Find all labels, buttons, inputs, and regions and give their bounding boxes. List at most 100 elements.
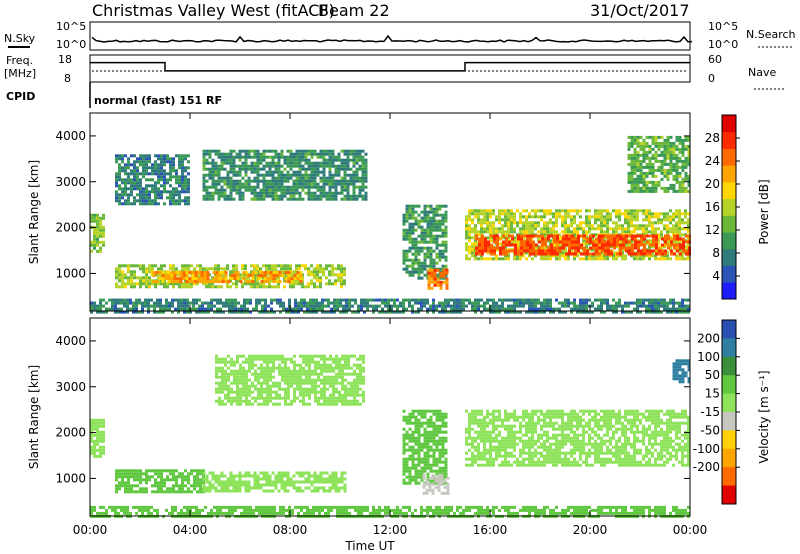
data-cell <box>166 160 169 164</box>
data-cell <box>678 224 681 228</box>
data-cell <box>501 236 504 240</box>
data-cell <box>206 280 210 284</box>
data-cell <box>241 483 245 487</box>
data-cell <box>276 301 279 305</box>
data-cell <box>115 190 118 194</box>
data-cell <box>307 285 310 289</box>
data-cell <box>271 188 275 192</box>
data-cell <box>175 490 178 494</box>
data-cell <box>217 285 220 289</box>
data-cell <box>90 451 93 455</box>
data-cell <box>244 471 248 475</box>
data-cell <box>220 483 224 487</box>
data-cell <box>462 304 465 308</box>
data-cell <box>358 176 362 180</box>
data-cell <box>321 307 324 311</box>
data-cell <box>309 298 312 302</box>
data-cell <box>534 224 537 228</box>
data-cell <box>280 176 284 180</box>
data-cell <box>133 181 136 185</box>
data-cell <box>411 207 415 211</box>
data-cell <box>133 178 136 182</box>
data-cell <box>313 267 316 271</box>
data-cell <box>325 264 328 268</box>
data-cell <box>618 254 621 258</box>
data-cell <box>211 161 215 165</box>
data-cell <box>211 191 215 195</box>
data-cell <box>427 277 431 281</box>
data-cell <box>102 234 105 238</box>
data-cell <box>205 285 208 289</box>
data-cell <box>615 301 618 305</box>
data-cell <box>182 271 186 275</box>
data-cell <box>235 474 239 478</box>
data-cell <box>346 191 350 195</box>
data-cell <box>633 147 637 151</box>
data-cell <box>417 273 421 277</box>
data-cell <box>96 240 99 244</box>
data-cell <box>486 301 489 305</box>
data-cell <box>241 191 245 195</box>
data-cell <box>402 249 406 253</box>
data-cell <box>532 243 535 247</box>
data-cell <box>167 271 171 275</box>
data-cell <box>99 451 102 455</box>
data-cell <box>492 304 495 308</box>
data-cell <box>678 135 682 139</box>
data-cell <box>586 252 589 256</box>
data-cell <box>576 212 579 216</box>
data-cell <box>564 254 567 258</box>
data-cell <box>214 267 217 271</box>
data-cell <box>645 310 648 314</box>
data-cell <box>330 307 333 311</box>
data-cell <box>262 179 266 183</box>
data-cell <box>297 310 300 314</box>
data-cell <box>230 277 234 281</box>
power-ylabel: Slant Range [km] <box>27 160 41 264</box>
data-cell <box>324 298 327 302</box>
data-cell <box>636 186 640 190</box>
data-cell <box>158 277 162 281</box>
data-cell <box>214 182 218 186</box>
data-cell <box>313 161 317 165</box>
data-cell <box>352 191 356 195</box>
data-cell <box>292 173 296 177</box>
data-cell <box>121 469 124 473</box>
data-cell <box>294 310 297 314</box>
data-cell <box>124 276 127 280</box>
data-cell <box>651 310 654 314</box>
data-cell <box>133 163 136 167</box>
data-cell <box>211 149 215 153</box>
data-cell <box>157 469 160 473</box>
data-cell <box>271 179 275 183</box>
data-cell <box>202 267 205 271</box>
data-cell <box>141 304 144 308</box>
data-cell <box>519 301 522 305</box>
data-cell <box>121 264 124 268</box>
data-cell <box>564 248 567 252</box>
data-cell <box>258 310 261 314</box>
data-cell <box>205 149 209 153</box>
data-cell <box>334 480 338 484</box>
data-cell <box>343 477 347 481</box>
data-cell <box>549 230 552 234</box>
data-cell <box>639 224 642 228</box>
data-cell <box>669 135 673 139</box>
data-cell <box>316 170 320 174</box>
data-cell <box>414 222 418 226</box>
data-cell <box>619 252 622 256</box>
data-cell <box>441 228 445 232</box>
data-cell <box>231 304 234 308</box>
data-cell <box>102 225 105 229</box>
data-cell <box>649 234 652 238</box>
data-cell <box>234 310 237 314</box>
data-cell <box>498 212 501 216</box>
data-cell <box>201 310 204 314</box>
data-cell <box>540 218 543 222</box>
data-cell <box>381 310 384 314</box>
data-cell <box>502 252 505 256</box>
data-cell <box>148 196 151 200</box>
data-cell <box>618 218 621 222</box>
data-cell <box>516 224 519 228</box>
